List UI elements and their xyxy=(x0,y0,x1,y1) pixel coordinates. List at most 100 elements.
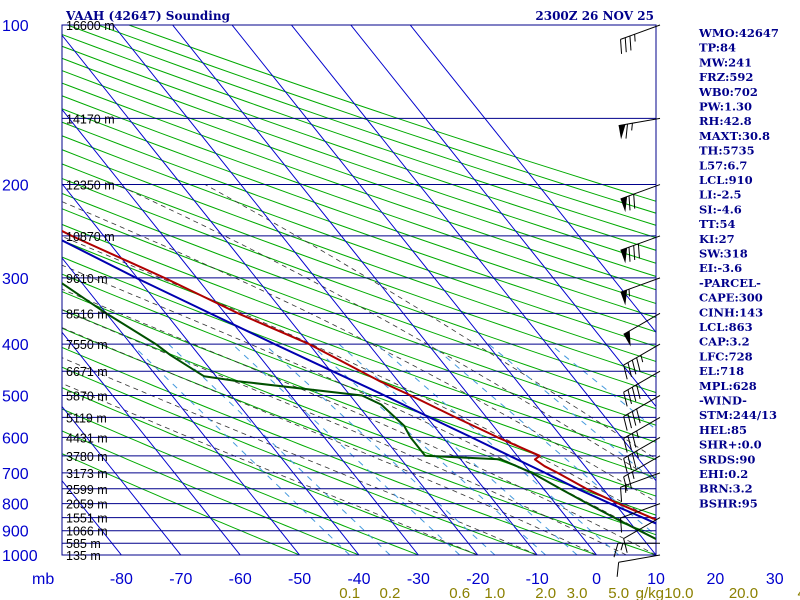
index-entry: STM:244/13 xyxy=(699,408,777,422)
wind-barb-staff xyxy=(618,117,661,127)
pressure-tick-label: 500 xyxy=(2,388,29,405)
index-entry: BSHR:95 xyxy=(699,496,758,510)
diagram-grid xyxy=(62,25,656,555)
index-entry: LCL:910 xyxy=(699,173,753,187)
isotherm xyxy=(62,108,419,555)
mixing-ratio-line xyxy=(263,343,496,555)
pressure-tick-label: 900 xyxy=(2,524,29,541)
index-entry: MAXT:30.8 xyxy=(699,129,770,143)
temperature-tick-label: -30 xyxy=(407,571,430,588)
wind-barb-staff xyxy=(623,343,661,366)
temperature-tick-label: -40 xyxy=(347,571,370,588)
mixing-ratio-tick-label: 0.2 xyxy=(380,585,401,600)
mixing-ratio-tick-label: 10.0 xyxy=(664,585,693,600)
temperature-tick-label: 10 xyxy=(647,571,665,588)
isotherm xyxy=(62,405,182,555)
stability-index-panel: WMO:42647TP:84MW:241FRZ:592WB0:702PW:1.3… xyxy=(698,26,779,510)
wind-barb-staff xyxy=(623,517,661,540)
pressure-tick-label: 600 xyxy=(2,430,29,447)
wind-barb-staff xyxy=(623,370,661,393)
wind-barb xyxy=(616,554,661,577)
wind-full-barb xyxy=(633,245,636,261)
mixing-ratio-tick-label: 40.0 xyxy=(797,585,800,600)
pressure-tick-label: 400 xyxy=(2,337,29,354)
isotherm xyxy=(350,25,656,408)
wind-half-barb xyxy=(636,450,639,459)
wind-barb xyxy=(623,370,661,407)
wind-barb xyxy=(623,455,661,492)
mixing-ratio-line xyxy=(231,343,461,555)
wind-barb xyxy=(618,117,661,140)
index-entry: WMO:42647 xyxy=(698,26,779,40)
index-entry: -PARCEL- xyxy=(699,276,761,290)
height-label: 1066 m xyxy=(66,525,108,539)
wind-barb-staff xyxy=(623,312,661,335)
wind-barb-staff xyxy=(623,455,661,478)
height-label: 4431 m xyxy=(66,431,108,445)
wind-full-barb xyxy=(636,384,641,399)
wind-full-barb xyxy=(628,247,631,262)
wind-barb xyxy=(620,24,661,54)
wind-barb-staff xyxy=(620,184,661,200)
dry-adiabat xyxy=(62,430,360,555)
wind-full-barb xyxy=(636,408,641,424)
dewpoint-trace xyxy=(62,282,656,541)
index-entry: SRDS:90 xyxy=(699,452,755,466)
plot-border xyxy=(61,24,657,556)
index-entry: TT:54 xyxy=(699,217,736,231)
wind-pennant xyxy=(623,330,631,347)
wind-half-barb xyxy=(631,123,633,131)
wind-barb xyxy=(623,312,661,347)
dry-adiabat xyxy=(62,45,656,251)
mixing-ratio-line xyxy=(168,343,391,555)
temperature-tick-label: 20 xyxy=(707,571,725,588)
temperature-trace xyxy=(62,229,656,521)
isotherm xyxy=(172,25,597,555)
temperature-tick-label: -10 xyxy=(526,571,549,588)
diagram-frame xyxy=(61,24,657,556)
mixing-ratio-tick-label: 3.0 xyxy=(567,585,588,600)
wind-barb xyxy=(620,184,661,213)
mixing-ratio-line xyxy=(310,343,546,555)
wind-barb-staff xyxy=(623,416,661,439)
wind-barb-staff xyxy=(620,503,661,519)
wind-full-barb xyxy=(631,387,637,402)
wind-full-barb xyxy=(613,543,619,558)
isotherm xyxy=(62,257,300,555)
index-entry: RH:42.8 xyxy=(699,114,752,128)
wind-full-barb xyxy=(627,389,632,404)
dry-adiabat xyxy=(97,25,656,214)
mixing-ratio-tick-label: 1.0 xyxy=(484,585,505,600)
dry-adiabat xyxy=(62,291,656,516)
index-entry: HEL:85 xyxy=(699,423,747,437)
wind-full-barb xyxy=(627,474,632,489)
temperature-tick-label: 0 xyxy=(592,571,601,588)
wind-full-barb xyxy=(633,194,636,209)
index-entry: TH:5735 xyxy=(699,144,755,158)
index-entry: MW:241 xyxy=(699,55,752,69)
mixing-ratio-line xyxy=(338,343,578,555)
wind-half-barb xyxy=(620,543,624,551)
index-entry: EL:718 xyxy=(699,364,744,378)
wind-half-barb xyxy=(640,354,644,363)
temperature-tick-label: -60 xyxy=(229,571,252,588)
isotherm xyxy=(231,25,656,555)
wind-half-barb xyxy=(631,471,635,480)
wind-full-barb xyxy=(627,362,632,377)
height-label: 2059 m xyxy=(66,498,108,512)
index-entry: MPL:628 xyxy=(699,379,757,393)
height-label: 5870 m xyxy=(66,389,108,403)
wind-barb xyxy=(620,503,661,533)
sounding-time: 2300Z 26 NOV 25 xyxy=(535,9,654,23)
wind-barb xyxy=(623,436,661,473)
wind-full-barb xyxy=(631,453,637,468)
height-label: 3780 m xyxy=(66,450,108,464)
index-entry: LCL:863 xyxy=(699,320,753,334)
wind-full-barb xyxy=(631,433,637,448)
index-entry: EI:-3.6 xyxy=(699,261,742,275)
index-entry: WB0:702 xyxy=(698,85,758,99)
temperature-tick-label: -20 xyxy=(466,571,489,588)
mixing-ratio-line xyxy=(131,343,350,555)
index-entry: L57:6.7 xyxy=(699,158,747,172)
